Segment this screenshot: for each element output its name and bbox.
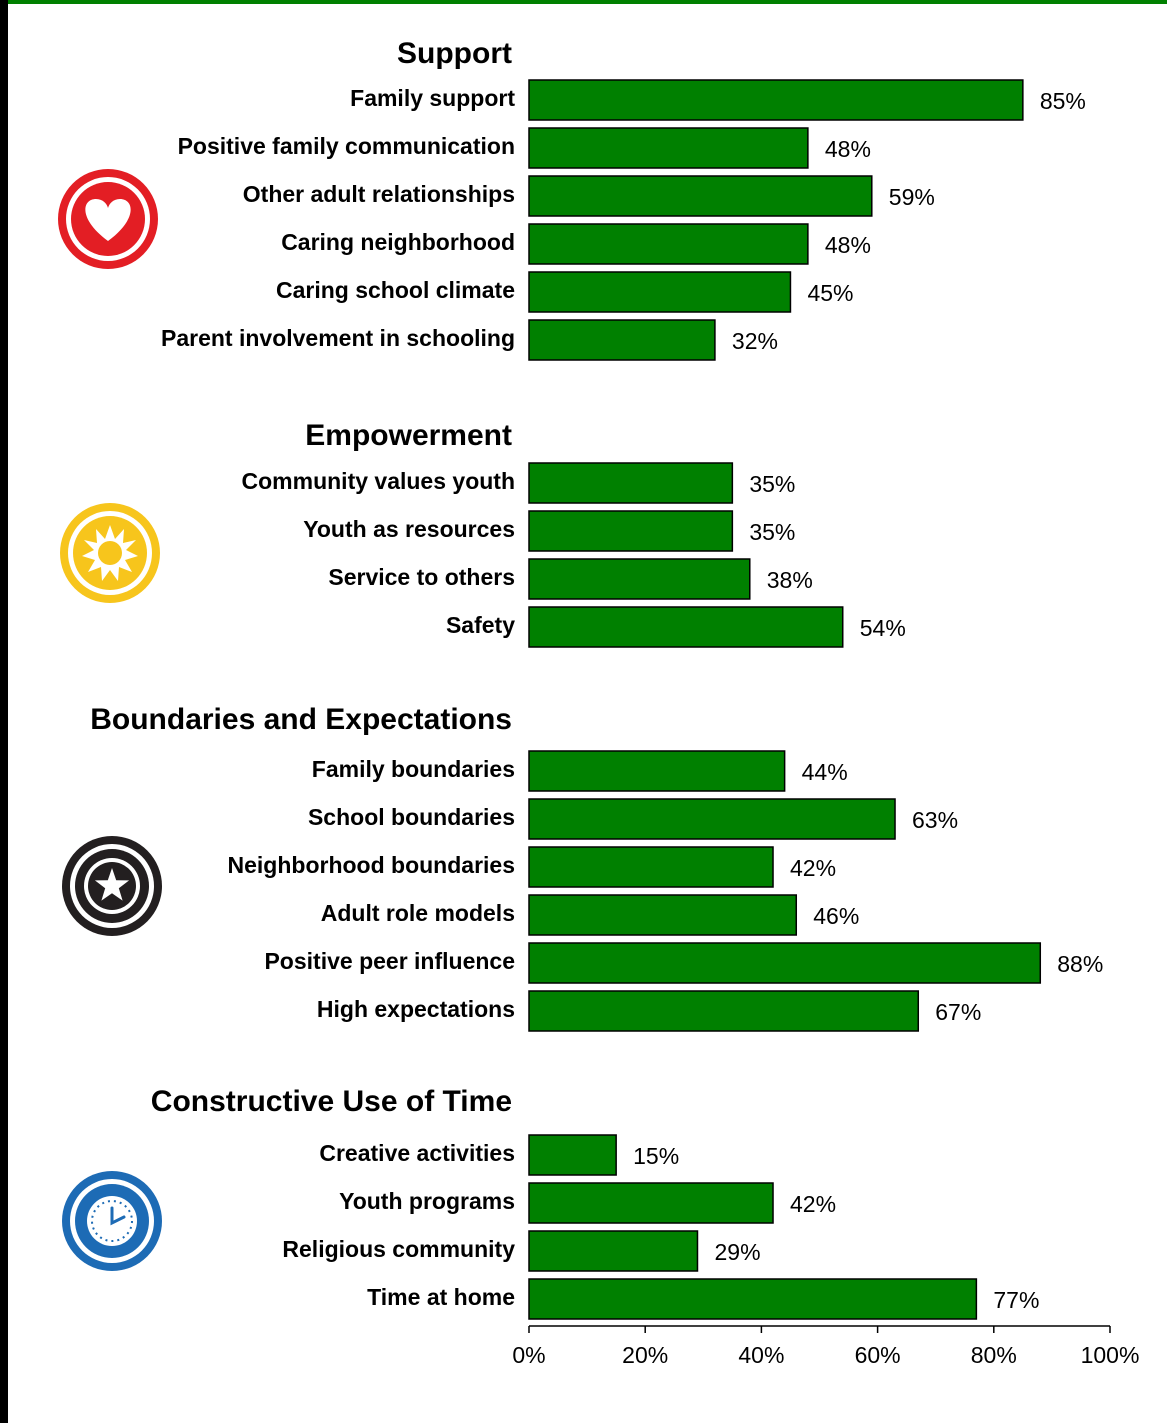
category-label: Positive peer influence [264,948,515,974]
bar [528,175,873,217]
x-tick-label: 20% [622,1342,668,1368]
value-label: 29% [714,1239,760,1265]
bar [528,942,1042,984]
x-tick-label: 60% [855,1342,901,1368]
bar [528,1278,978,1320]
bar [528,1182,774,1224]
support-icon [58,169,158,269]
value-label: 45% [807,280,853,306]
category-label: Family boundaries [312,756,515,782]
category-label: Caring school climate [276,277,515,303]
x-tick-label: 0% [512,1342,545,1368]
category-label: Family support [350,85,515,111]
boundaries-icon [62,836,162,936]
value-label: 35% [749,471,795,497]
category-label: Youth as resources [303,516,515,542]
category-label: School boundaries [308,804,515,830]
value-label: 85% [1040,88,1086,114]
group-title: Constructive Use of Time [151,1085,512,1118]
category-label: Neighborhood boundaries [228,852,516,878]
category-label: Religious community [282,1236,515,1262]
value-label: 46% [813,903,859,929]
time-icon [62,1171,162,1271]
bar [528,798,896,840]
x-tick-label: 40% [738,1342,784,1368]
category-label: Adult role models [321,900,515,926]
bar [528,462,734,504]
bar [528,750,786,792]
bar [528,319,716,361]
group-title: Empowerment [305,419,512,452]
value-label: 54% [860,615,906,641]
bar [528,127,809,169]
bar [528,1230,699,1272]
x-tick-label: 80% [971,1342,1017,1368]
value-label: 32% [732,328,778,354]
category-label: Caring neighborhood [281,229,515,255]
value-label: 77% [993,1287,1039,1313]
value-label: 44% [802,759,848,785]
category-label: Service to others [328,564,515,590]
category-label: Creative activities [319,1140,515,1166]
value-label: 63% [912,807,958,833]
bar [528,79,1024,121]
value-label: 67% [935,999,981,1025]
value-label: 48% [825,136,871,162]
group-title: Boundaries and Expectations [90,703,512,736]
x-tick-label: 100% [1081,1342,1140,1368]
bar [528,1134,617,1176]
bar [528,558,751,600]
value-label: 15% [633,1143,679,1169]
bar [528,894,798,936]
value-label: 59% [889,184,935,210]
bar [528,990,920,1032]
category-label: Community values youth [242,468,515,494]
category-label: Parent involvement in schooling [161,325,515,351]
category-label: Youth programs [339,1188,515,1214]
value-label: 42% [790,1191,836,1217]
value-label: 38% [767,567,813,593]
category-label: Safety [446,612,515,638]
value-label: 88% [1057,951,1103,977]
empowerment-icon [60,503,160,603]
bar [528,606,844,648]
category-label: Positive family communication [178,133,515,159]
category-label: High expectations [317,996,515,1022]
left-border [0,0,8,1423]
bar [528,223,809,265]
value-label: 35% [749,519,795,545]
group-title: Support [397,37,512,70]
bar [528,510,734,552]
bar [528,271,792,313]
value-label: 48% [825,232,871,258]
category-label: Time at home [367,1284,515,1310]
bar [528,846,774,888]
top-border [0,0,1167,4]
value-label: 42% [790,855,836,881]
category-label: Other adult relationships [243,181,515,207]
